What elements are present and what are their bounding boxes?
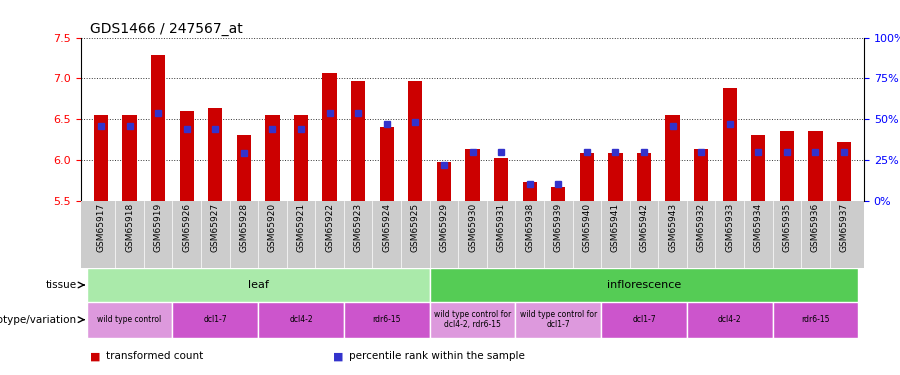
Text: GSM65924: GSM65924 [382, 202, 392, 252]
Bar [429, 268, 859, 302]
Text: GSM65931: GSM65931 [497, 202, 506, 252]
Text: rdr6-15: rdr6-15 [373, 315, 401, 324]
Bar [608, 153, 623, 201]
Bar [409, 81, 422, 201]
Bar [322, 73, 337, 201]
Bar [723, 88, 737, 201]
Text: GSM65923: GSM65923 [354, 202, 363, 252]
Text: GSM65936: GSM65936 [811, 202, 820, 252]
Text: GSM65939: GSM65939 [554, 202, 562, 252]
Text: GSM65922: GSM65922 [325, 202, 334, 252]
Text: GSM65917: GSM65917 [96, 202, 105, 252]
Text: GSM65930: GSM65930 [468, 202, 477, 252]
Text: rdr6-15: rdr6-15 [801, 315, 830, 324]
Bar [516, 302, 601, 338]
Text: dcl1-7: dcl1-7 [203, 315, 227, 324]
Text: GSM65918: GSM65918 [125, 202, 134, 252]
Bar [258, 302, 344, 338]
Bar [601, 302, 687, 338]
Bar [94, 115, 108, 201]
Text: tissue: tissue [45, 280, 76, 290]
Text: dcl4-2: dcl4-2 [289, 315, 313, 324]
Text: GSM65932: GSM65932 [697, 202, 706, 252]
Text: ■: ■ [90, 351, 101, 361]
Text: GSM65941: GSM65941 [611, 202, 620, 252]
Text: genotype/variation: genotype/variation [0, 315, 76, 325]
Bar [429, 302, 516, 338]
Text: wild type control for
dcl4-2, rdr6-15: wild type control for dcl4-2, rdr6-15 [434, 310, 511, 329]
Text: wild type control: wild type control [97, 315, 162, 324]
Bar [687, 302, 772, 338]
Text: GSM65933: GSM65933 [725, 202, 734, 252]
Bar [151, 56, 166, 201]
Bar [122, 115, 137, 201]
Text: GSM65919: GSM65919 [154, 202, 163, 252]
Text: GSM65920: GSM65920 [268, 202, 277, 252]
Text: GSM65937: GSM65937 [840, 202, 849, 252]
Bar [208, 108, 222, 201]
Text: transformed count: transformed count [106, 351, 203, 361]
Bar [86, 268, 429, 302]
Text: dcl4-2: dcl4-2 [718, 315, 742, 324]
Text: percentile rank within the sample: percentile rank within the sample [349, 351, 525, 361]
Text: inflorescence: inflorescence [607, 280, 681, 290]
Bar [580, 153, 594, 201]
Bar [294, 115, 308, 201]
Text: GSM65940: GSM65940 [582, 202, 591, 252]
Bar [86, 302, 173, 338]
Text: GSM65925: GSM65925 [410, 202, 419, 252]
Bar [837, 142, 851, 201]
Text: GSM65929: GSM65929 [439, 202, 448, 252]
Bar [772, 302, 859, 338]
Text: GSM65926: GSM65926 [182, 202, 191, 252]
Text: GSM65934: GSM65934 [754, 202, 763, 252]
Bar [494, 158, 508, 201]
Text: GSM65927: GSM65927 [211, 202, 220, 252]
Text: leaf: leaf [248, 280, 268, 290]
Bar [180, 111, 194, 201]
Text: GSM65928: GSM65928 [239, 202, 248, 252]
Bar [523, 182, 536, 201]
Text: GSM65943: GSM65943 [668, 202, 677, 252]
Text: GDS1466 / 247567_at: GDS1466 / 247567_at [90, 22, 243, 36]
Text: GSM65938: GSM65938 [526, 202, 535, 252]
Text: wild type control for
dcl1-7: wild type control for dcl1-7 [519, 310, 597, 329]
Bar [351, 81, 365, 201]
Bar [551, 187, 565, 201]
Bar [266, 115, 280, 201]
Bar [436, 162, 451, 201]
Bar [665, 115, 680, 201]
Bar [752, 135, 765, 201]
Text: GSM65935: GSM65935 [782, 202, 791, 252]
Bar [344, 302, 429, 338]
Bar [637, 153, 651, 201]
Bar [779, 131, 794, 201]
Bar [465, 149, 480, 201]
Text: GSM65942: GSM65942 [640, 202, 649, 252]
Bar [808, 131, 823, 201]
Bar [237, 135, 251, 201]
Text: ■: ■ [333, 351, 344, 361]
Bar [173, 302, 258, 338]
Bar [380, 127, 394, 201]
Bar [694, 149, 708, 201]
Text: GSM65921: GSM65921 [296, 202, 305, 252]
Text: dcl1-7: dcl1-7 [632, 315, 656, 324]
